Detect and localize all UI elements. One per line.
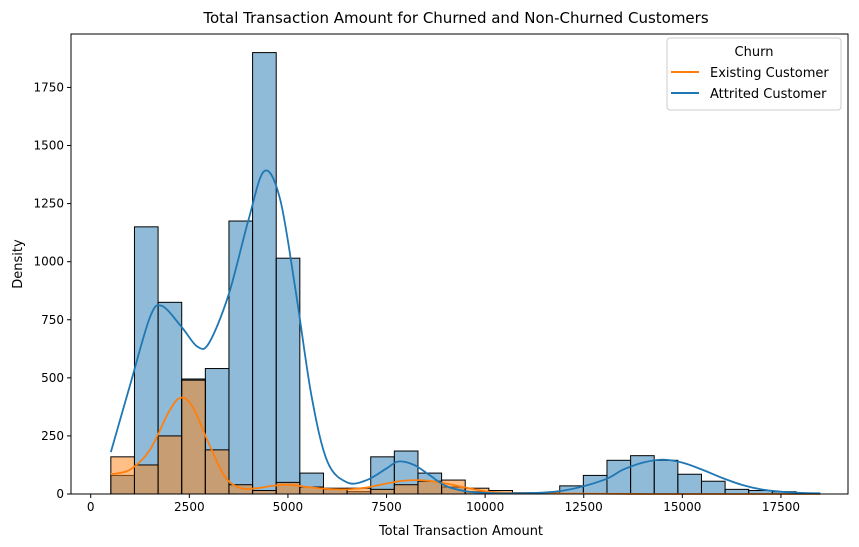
y-tick-label: 750 xyxy=(41,313,64,327)
kde-line-attrited xyxy=(109,169,821,495)
x-tick-label: 12500 xyxy=(565,500,603,514)
bar-existing-12 xyxy=(393,484,419,495)
bar-attrited-5 xyxy=(228,220,254,495)
x-tick-label: 17500 xyxy=(762,500,800,514)
plot-frame xyxy=(70,33,849,495)
legend-label-attrited: Attrited Customer xyxy=(710,87,827,102)
x-tick-label: 0 xyxy=(87,500,95,514)
bars-layer xyxy=(110,52,797,495)
y-tick-label: 500 xyxy=(41,371,64,385)
y-tick-label: 250 xyxy=(41,429,64,443)
x-tick-label: 7500 xyxy=(371,500,402,514)
bar-attrited-23 xyxy=(653,459,679,495)
bar-existing-2 xyxy=(157,435,183,495)
bar-existing-6 xyxy=(252,490,277,495)
legend-label-existing: Existing Customer xyxy=(710,66,829,81)
bar-existing-11 xyxy=(370,488,395,495)
chart-title: Total Transaction Amount for Churned and… xyxy=(202,9,708,27)
bar-attrited-6 xyxy=(252,52,277,495)
x-axis: 0 2500 5000 7500 10000 12500 15000 17500 xyxy=(87,494,800,514)
bar-existing-13 xyxy=(417,480,443,495)
bar-existing-1 xyxy=(133,464,159,495)
y-axis-label: Density xyxy=(11,239,26,289)
x-axis-label: Total Transaction Amount xyxy=(378,524,543,539)
x-tick-label: 15000 xyxy=(663,500,701,514)
legend-title: Churn xyxy=(735,45,774,60)
legend-box xyxy=(666,37,842,111)
bar-attrited-24 xyxy=(677,473,702,495)
bar-attrited-25 xyxy=(700,480,726,495)
y-tick-label: 1500 xyxy=(33,139,64,153)
x-tick-label: 5000 xyxy=(273,500,304,514)
x-tick-label: 10000 xyxy=(466,500,504,514)
bar-existing-0 xyxy=(110,456,135,495)
bar-existing-4 xyxy=(204,449,230,495)
y-tick-label: 1000 xyxy=(33,255,64,269)
y-tick-label: 0 xyxy=(56,487,64,501)
x-tick-label: 2500 xyxy=(174,500,205,514)
y-tick-label: 1250 xyxy=(33,197,64,211)
legend: Churn Existing Customer Attrited Custome… xyxy=(666,37,842,111)
bar-existing-3 xyxy=(181,379,206,495)
y-axis: 0 250 500 750 1000 1250 1500 1750 xyxy=(33,80,71,501)
y-tick-label: 1750 xyxy=(33,80,64,94)
